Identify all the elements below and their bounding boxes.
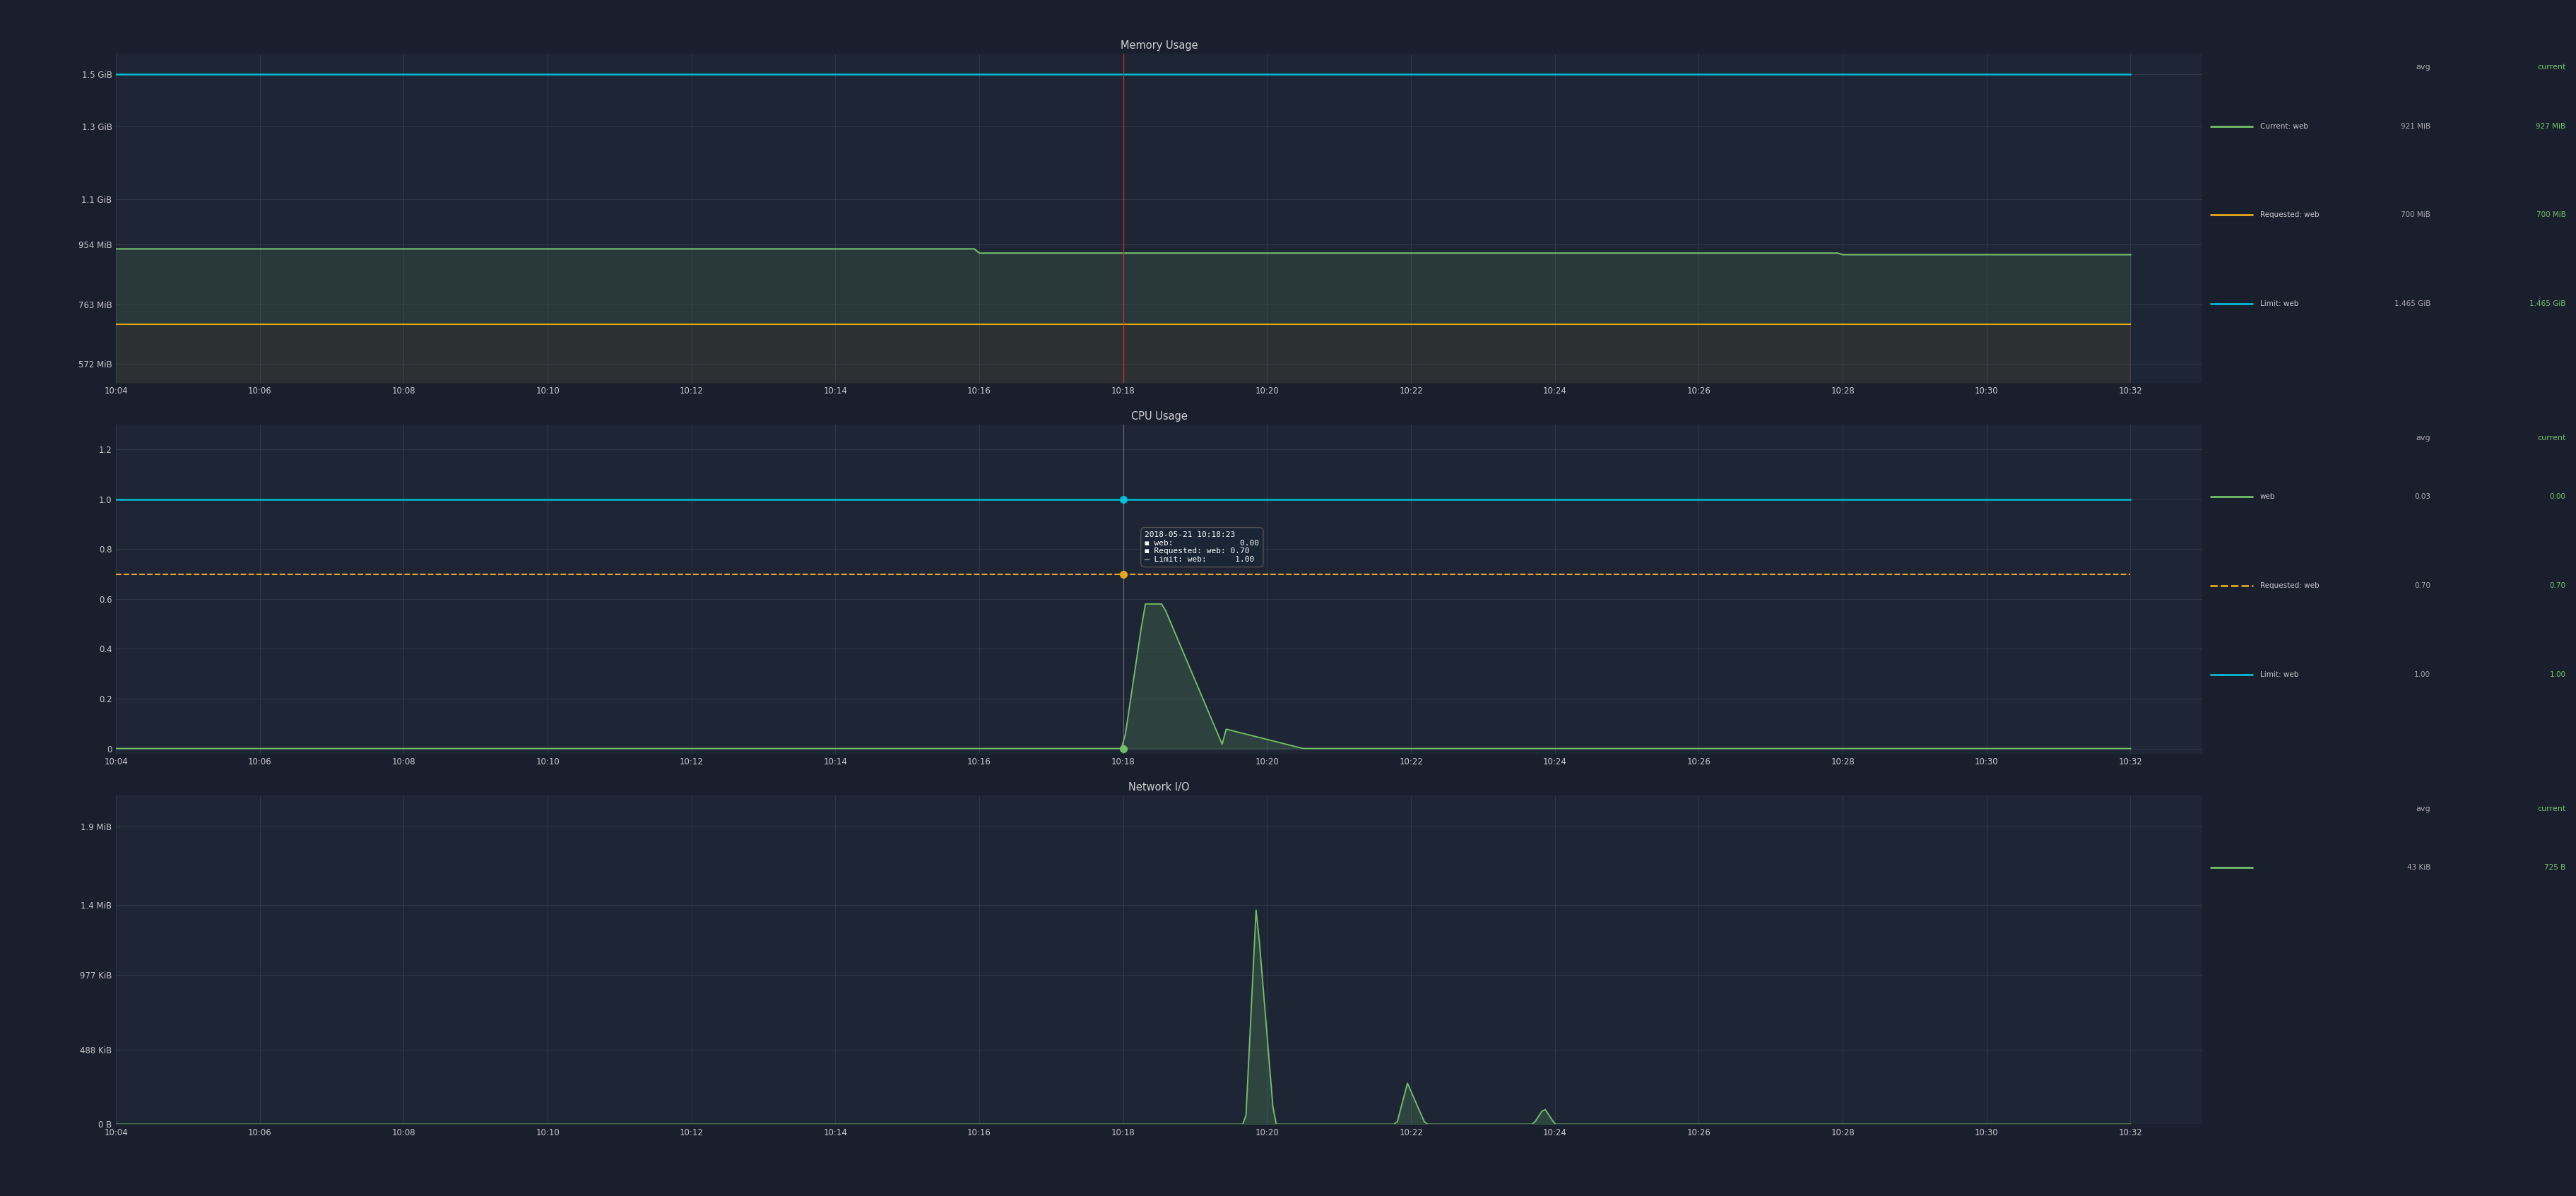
Text: 700 MiB: 700 MiB <box>2537 212 2566 219</box>
Text: avg: avg <box>2416 805 2432 812</box>
Text: web: web <box>2259 494 2275 500</box>
Text: 1.465 GiB: 1.465 GiB <box>2393 300 2432 307</box>
Text: 43 KiB: 43 KiB <box>2406 865 2432 871</box>
Title: Network I/O: Network I/O <box>1128 782 1190 793</box>
Text: Current: web: Current: web <box>2259 123 2308 129</box>
Text: current: current <box>2537 805 2566 812</box>
Text: 0.70: 0.70 <box>2414 582 2432 590</box>
Text: avg: avg <box>2416 63 2432 71</box>
Text: Limit: web: Limit: web <box>2259 671 2298 678</box>
Text: Requested: web: Requested: web <box>2259 582 2318 590</box>
Title: Memory Usage: Memory Usage <box>1121 41 1198 51</box>
Text: 0.03: 0.03 <box>2414 494 2432 500</box>
Text: current: current <box>2537 434 2566 441</box>
Text: current: current <box>2537 63 2566 71</box>
Text: 1.00: 1.00 <box>2550 671 2566 678</box>
Text: 0.00: 0.00 <box>2550 494 2566 500</box>
Text: Requested: web: Requested: web <box>2259 212 2318 219</box>
Text: 0.70: 0.70 <box>2550 582 2566 590</box>
Text: avg: avg <box>2416 434 2432 441</box>
Text: Limit: web: Limit: web <box>2259 300 2298 307</box>
Text: 1.465 GiB: 1.465 GiB <box>2530 300 2566 307</box>
Text: 700 MiB: 700 MiB <box>2401 212 2432 219</box>
Text: 725 B: 725 B <box>2545 865 2566 871</box>
Text: 2018-05-21 10:18:23
◼ web:              0.00
◼ Requested: web: 0.70
— Limit: web: 2018-05-21 10:18:23 ◼ web: 0.00 ◼ Reques… <box>1144 531 1260 563</box>
Title: CPU Usage: CPU Usage <box>1131 411 1188 422</box>
Text: 921 MiB: 921 MiB <box>2401 123 2432 129</box>
Text: 927 MiB: 927 MiB <box>2535 123 2566 129</box>
Text: 1.00: 1.00 <box>2414 671 2432 678</box>
